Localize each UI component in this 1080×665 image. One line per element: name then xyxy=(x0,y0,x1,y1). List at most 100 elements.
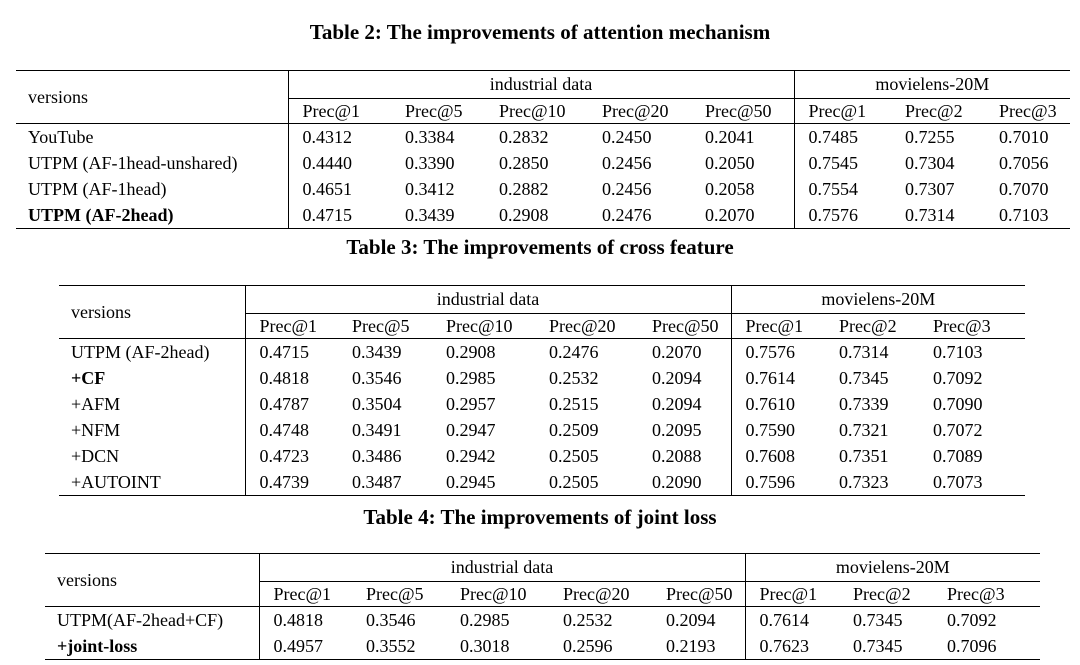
table-cell: 0.2095 xyxy=(652,420,702,440)
table-cell: 0.7304 xyxy=(905,153,955,173)
row-label: +AFM xyxy=(71,394,121,414)
column-header: Prec@2 xyxy=(905,101,963,121)
versions-header: versions xyxy=(59,285,245,339)
row-label: UTPM (AF-2head) xyxy=(59,338,245,365)
table-cell: 0.4312 xyxy=(287,123,391,150)
table-cell: 0.7090 xyxy=(933,394,983,414)
column-header: Prec@3 xyxy=(999,101,1057,121)
column-header: Prec@1 xyxy=(793,98,892,124)
table-cell: 0.2456 xyxy=(602,179,652,199)
table-cell: 0.7010 xyxy=(985,123,1071,150)
table-cell: 0.7323 xyxy=(825,469,920,496)
column-header: Prec@20 xyxy=(563,584,630,604)
table-cell: 0.2882 xyxy=(499,179,549,199)
table-cell: 0.7314 xyxy=(825,338,920,365)
table-cell: 0.7092 xyxy=(933,606,1041,633)
column-header: Prec@20 xyxy=(602,101,669,121)
table-cell: 0.7610 xyxy=(730,391,826,417)
column-header: Prec@3 xyxy=(933,316,991,336)
table-cell: 0.2532 xyxy=(549,606,652,633)
table-cell: 0.2094 xyxy=(652,368,702,388)
table-cell: 0.7576 xyxy=(730,338,826,365)
table-cell: 0.7608 xyxy=(730,443,826,469)
table-cell: 0.2041 xyxy=(691,123,795,150)
table-cell: 0.7072 xyxy=(933,420,983,440)
table-row: +CF 0.4818 0.3546 0.2985 0.2532 0.2094 0.7614 0… xyxy=(59,365,1025,391)
table-cell: 0.2947 xyxy=(446,420,496,440)
table-cell: 0.4440 xyxy=(287,150,391,176)
table-cell: 0.7321 xyxy=(839,420,889,440)
table-cell: 0.2832 xyxy=(485,123,588,150)
table3-caption: Table 3: The improvements of cross featu… xyxy=(346,235,734,259)
table-cell: 0.2088 xyxy=(652,446,702,466)
table-cell: 0.4651 xyxy=(287,176,391,202)
table-row: UTPM (AF-1head-unshared) 0.4440 0.3390 0.28… xyxy=(16,150,1070,176)
table-cell: 0.2505 xyxy=(549,446,599,466)
table-cell: 0.2094 xyxy=(652,394,702,414)
table-cell: 0.2070 xyxy=(691,202,795,229)
table-cell: 0.7623 xyxy=(744,633,840,660)
table-row: +joint-loss 0.4957 0.3552 0.3018 0.2596 0.219… xyxy=(45,633,1041,660)
column-header: Prec@1 xyxy=(744,581,840,607)
table-cell: 0.3504 xyxy=(352,394,402,414)
row-label: +NFM xyxy=(71,420,121,440)
group-header-industrial: industrial data xyxy=(287,70,795,99)
table-cell: 0.3487 xyxy=(338,469,432,496)
table-cell: 0.7614 xyxy=(730,365,826,391)
table-cell: 0.4957 xyxy=(258,633,352,660)
table2-caption: Table 2: The improvements of attention m… xyxy=(309,20,771,44)
table-cell: 0.7092 xyxy=(933,368,983,388)
column-header: Prec@10 xyxy=(460,584,527,604)
table-cell: 0.2450 xyxy=(588,123,691,150)
table4: versions industrial data movielens-20M Prec… xyxy=(45,553,1041,660)
table-cell: 0.2476 xyxy=(535,338,638,365)
group-header-industrial: industrial data xyxy=(244,285,732,314)
table-cell: 0.2050 xyxy=(705,153,755,173)
table-row: +NFM 0.4748 0.3491 0.2947 0.2509 0.2095 0.7590… xyxy=(59,417,1025,443)
table-cell: 0.7070 xyxy=(999,179,1049,199)
table-cell: 0.3384 xyxy=(391,123,485,150)
row-label: YouTube xyxy=(16,123,288,150)
table-cell: 0.7590 xyxy=(730,417,826,443)
table-cell: 0.7255 xyxy=(891,123,986,150)
table3: versions industrial data movielens-20M Prec… xyxy=(59,285,1026,496)
table-cell: 0.2456 xyxy=(602,153,652,173)
table2: versions industrial data movielens-20M Prec… xyxy=(16,70,1071,229)
row-label: +AUTOINT xyxy=(59,469,245,496)
column-header: Prec@5 xyxy=(352,316,410,336)
table-cell: 0.7103 xyxy=(919,338,1026,365)
table4-caption: Table 4: The improvements of joint loss xyxy=(363,505,717,529)
table-cell: 0.7073 xyxy=(919,469,1026,496)
table-cell: 0.7614 xyxy=(744,606,840,633)
table-cell: 0.7339 xyxy=(839,394,889,414)
table-cell: 0.7096 xyxy=(933,633,1041,660)
versions-header: versions xyxy=(16,70,288,124)
table-cell: 0.3486 xyxy=(352,446,402,466)
row-label: +DCN xyxy=(71,446,120,466)
table-cell: 0.7576 xyxy=(793,202,892,229)
row-label: UTPM (AF-1head-unshared) xyxy=(28,153,238,173)
table-cell: 0.2596 xyxy=(549,633,652,660)
table-cell: 0.7307 xyxy=(905,179,955,199)
table-row: UTPM (AF-1head) 0.4651 0.3412 0.2882 0.2456 0… xyxy=(16,176,1070,202)
column-header: Prec@1 xyxy=(287,98,391,124)
table-row: UTPM (AF-2head) 0.4715 0.3439 0.2908 0.2476 0… xyxy=(59,338,1026,365)
table-cell: 0.3552 xyxy=(352,633,446,660)
column-header: Prec@1 xyxy=(258,581,352,607)
versions-header: versions xyxy=(45,553,259,607)
row-label: +joint-loss xyxy=(45,633,259,660)
group-header-industrial: industrial data xyxy=(258,553,746,582)
table-cell: 0.7545 xyxy=(793,150,892,176)
table-cell: 0.4787 xyxy=(244,391,338,417)
table-cell: 0.3439 xyxy=(391,202,485,229)
table-cell: 0.3439 xyxy=(338,338,432,365)
table-cell: 0.2193 xyxy=(652,633,746,660)
column-header: Prec@5 xyxy=(366,584,424,604)
table-cell: 0.2476 xyxy=(588,202,691,229)
column-header: Prec@1 xyxy=(730,313,826,339)
table-cell: 0.2094 xyxy=(652,606,746,633)
row-label: UTPM(AF-2head+CF) xyxy=(45,606,259,633)
table-cell: 0.2058 xyxy=(705,179,755,199)
table-cell: 0.2957 xyxy=(446,394,496,414)
table-cell: 0.7345 xyxy=(839,606,934,633)
